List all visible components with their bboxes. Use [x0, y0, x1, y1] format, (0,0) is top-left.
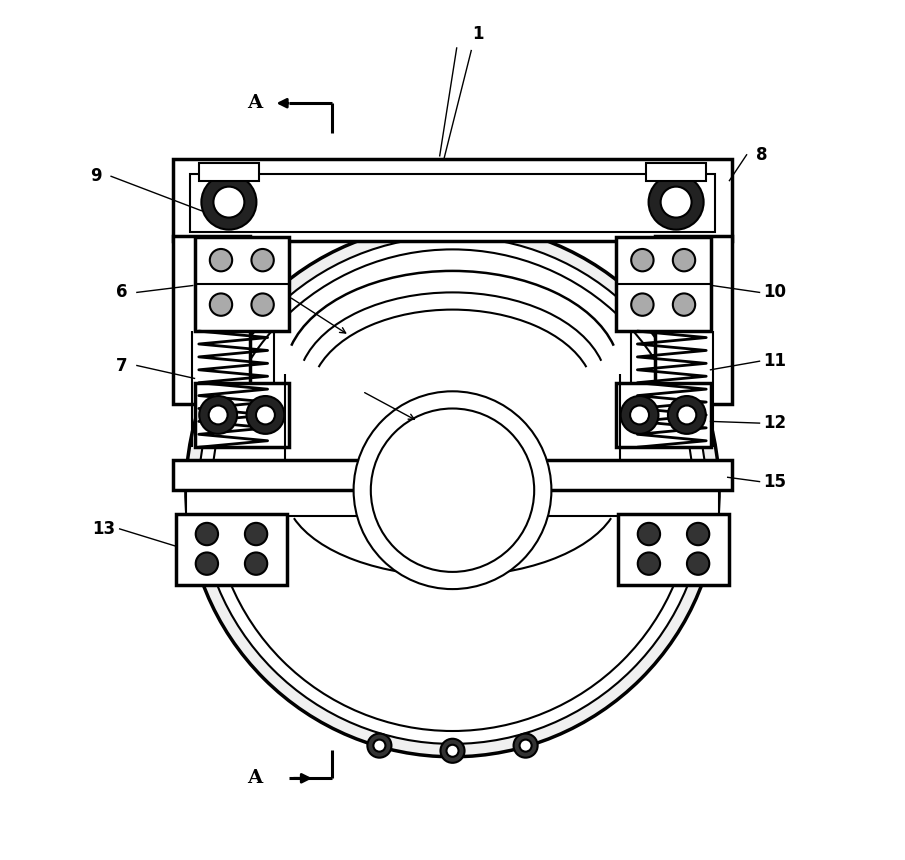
Bar: [195, 383, 289, 447]
Text: 12: 12: [764, 415, 786, 432]
Circle shape: [638, 552, 660, 574]
Circle shape: [374, 740, 386, 752]
Text: 11: 11: [764, 353, 786, 370]
Circle shape: [214, 187, 244, 218]
Bar: [616, 383, 710, 447]
Circle shape: [195, 552, 218, 574]
Bar: [176, 514, 288, 585]
Circle shape: [687, 523, 710, 545]
Circle shape: [246, 396, 284, 434]
Circle shape: [446, 745, 459, 757]
Circle shape: [209, 406, 228, 425]
Bar: [173, 460, 732, 490]
Bar: [186, 488, 719, 516]
Circle shape: [210, 249, 233, 271]
Circle shape: [668, 396, 706, 434]
Bar: [199, 163, 259, 181]
Circle shape: [631, 249, 653, 271]
Bar: [173, 159, 732, 241]
Text: 8: 8: [757, 146, 767, 163]
Circle shape: [245, 552, 267, 574]
Circle shape: [519, 740, 531, 752]
Circle shape: [212, 249, 693, 731]
Bar: [173, 237, 251, 404]
Circle shape: [672, 249, 695, 271]
Circle shape: [661, 187, 691, 218]
Text: 9: 9: [90, 168, 101, 185]
Circle shape: [199, 396, 237, 434]
Circle shape: [186, 224, 719, 757]
Bar: [190, 174, 715, 232]
Text: 10: 10: [764, 284, 786, 301]
Circle shape: [631, 293, 653, 316]
Text: 6: 6: [116, 284, 127, 301]
Bar: [654, 237, 732, 404]
Bar: [646, 163, 706, 181]
Circle shape: [202, 175, 256, 230]
Text: 15: 15: [764, 473, 786, 490]
Circle shape: [354, 391, 551, 589]
Circle shape: [441, 739, 464, 763]
Bar: [616, 237, 710, 331]
Circle shape: [256, 406, 275, 425]
Text: A: A: [247, 95, 262, 112]
Text: 13: 13: [92, 520, 116, 538]
Bar: [617, 514, 729, 585]
Circle shape: [252, 293, 274, 316]
Circle shape: [649, 175, 703, 230]
Circle shape: [638, 523, 660, 545]
Circle shape: [252, 249, 274, 271]
Circle shape: [210, 293, 233, 316]
Bar: [195, 237, 289, 331]
Circle shape: [367, 734, 392, 758]
Circle shape: [630, 406, 649, 425]
Circle shape: [245, 523, 267, 545]
Circle shape: [687, 552, 710, 574]
Circle shape: [199, 237, 706, 744]
Circle shape: [621, 396, 659, 434]
Text: 7: 7: [116, 357, 128, 374]
Text: 1: 1: [472, 26, 484, 43]
Circle shape: [371, 408, 534, 572]
Circle shape: [677, 406, 696, 425]
Circle shape: [195, 523, 218, 545]
Text: A: A: [247, 770, 262, 787]
Circle shape: [513, 734, 538, 758]
Circle shape: [672, 293, 695, 316]
